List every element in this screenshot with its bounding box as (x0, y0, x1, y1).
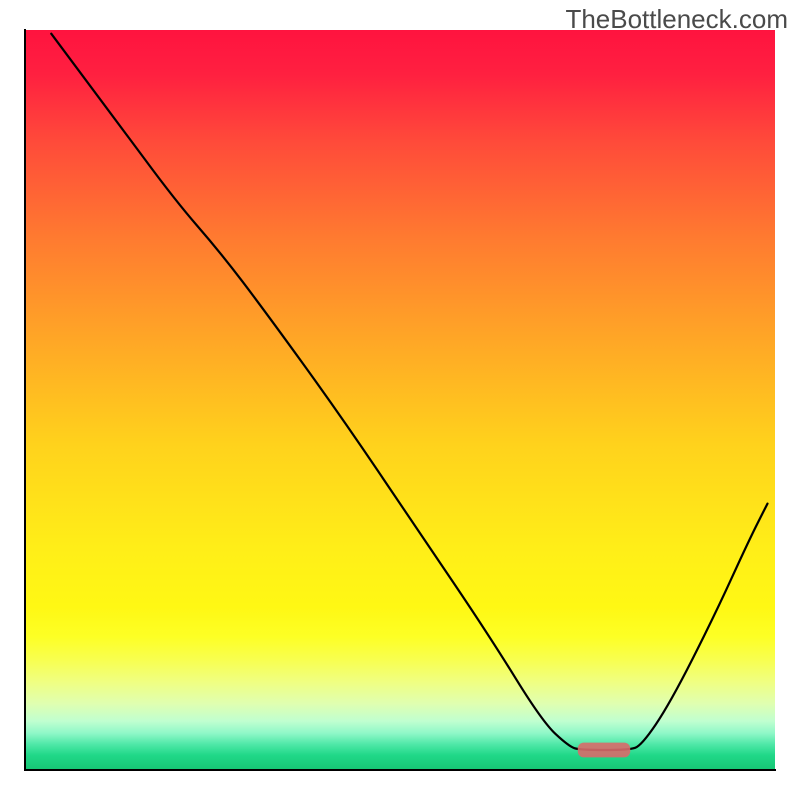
optimal-range-marker (578, 743, 631, 758)
chart-stage: TheBottleneck.com (0, 0, 800, 800)
bottleneck-chart (0, 0, 800, 800)
gradient-background (25, 30, 775, 770)
watermark-text: TheBottleneck.com (565, 4, 788, 35)
